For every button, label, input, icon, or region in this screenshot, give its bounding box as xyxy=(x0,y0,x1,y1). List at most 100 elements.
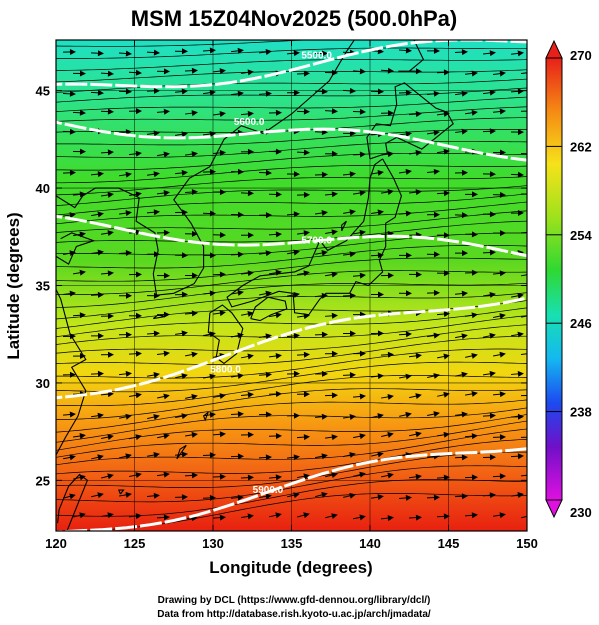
wind-arrow xyxy=(296,70,310,77)
wind-arrow xyxy=(352,151,366,158)
wind-arrow xyxy=(157,151,170,158)
wind-arrow xyxy=(454,212,468,219)
wind-arrow xyxy=(343,452,356,458)
wind-arrow xyxy=(156,514,170,521)
streamline xyxy=(56,96,527,113)
wind-arrow xyxy=(90,249,104,256)
wind-arrow xyxy=(174,88,188,95)
wind-arrow xyxy=(287,492,300,499)
wind-arrow xyxy=(342,372,356,378)
coastline-segment xyxy=(398,40,425,72)
height-contours: 5900.0 5800.0 5700.0 5600.0 5500.0 xyxy=(56,40,527,531)
wind-arrow xyxy=(408,68,422,75)
wind-arrow xyxy=(268,231,282,238)
wind-arrow xyxy=(371,413,384,420)
contour-line xyxy=(56,214,527,258)
wind-arrow xyxy=(72,148,86,155)
y-tick-label: 40 xyxy=(36,181,50,196)
wind-arrow xyxy=(454,49,468,56)
wind-arrow xyxy=(370,373,384,380)
wind-arrow xyxy=(324,434,338,441)
wind-arrow xyxy=(482,128,496,135)
wind-arrow xyxy=(483,291,496,298)
wind-arrow xyxy=(184,272,198,279)
wind-arrow xyxy=(398,290,412,297)
wind-arrow xyxy=(426,168,440,175)
wind-arrow xyxy=(62,411,76,418)
wind-arrow xyxy=(241,310,254,317)
wind-arrow xyxy=(147,414,160,420)
wind-arrow xyxy=(437,431,450,438)
coastline-segment xyxy=(341,220,347,232)
wind-arrow xyxy=(286,171,300,178)
wind-arrow xyxy=(184,110,198,117)
coastline-segment xyxy=(56,232,96,265)
wind-arrow xyxy=(492,108,506,115)
wind-arrow xyxy=(128,513,142,520)
wind-arrow xyxy=(72,312,86,319)
wind-arrow xyxy=(343,414,356,420)
wind-arrow xyxy=(174,252,188,259)
streamline xyxy=(56,193,527,216)
wind-arrow xyxy=(353,514,366,521)
wind-arrow xyxy=(492,149,506,156)
wind-arrow xyxy=(62,290,76,297)
streamline xyxy=(56,307,527,338)
wind-arrow xyxy=(398,47,412,54)
x-tick-label: 130 xyxy=(202,536,224,551)
wind-arrow xyxy=(370,252,384,259)
wind-arrow xyxy=(297,512,310,519)
wind-arrow xyxy=(455,371,468,378)
wind-arrow xyxy=(128,271,142,278)
wind-arrow xyxy=(352,393,366,400)
wind-arrow xyxy=(230,168,244,175)
wind-arrow xyxy=(268,474,282,481)
streamline xyxy=(56,324,527,354)
credit-data: Data from http://database.rish.kyoto-u.a… xyxy=(157,609,431,620)
y-axis-ticks: 25 30 35 40 45 xyxy=(36,84,527,488)
wind-arrow xyxy=(315,453,328,460)
wind-arrow xyxy=(296,149,310,156)
wind-arrow xyxy=(381,393,394,400)
streamline xyxy=(56,335,527,365)
y-axis-title: Latitude (degrees) xyxy=(4,212,23,359)
wind-arrow xyxy=(147,171,160,178)
wind-arrow xyxy=(314,50,328,57)
streamline xyxy=(56,129,527,146)
wind-arrow xyxy=(241,353,254,360)
contour-label: 5700.0 xyxy=(301,236,332,247)
wind-arrow xyxy=(464,474,478,481)
wind-arrow xyxy=(146,49,160,56)
wind-arrow xyxy=(399,373,412,380)
wind-arrow xyxy=(325,271,338,278)
wind-arrow xyxy=(213,111,226,117)
wind-arrow xyxy=(157,433,170,440)
wind-arrow xyxy=(352,68,366,75)
wind-arrow xyxy=(258,371,272,378)
wind-arrow xyxy=(146,492,160,499)
wind-arrow xyxy=(101,434,114,441)
streamline xyxy=(56,245,527,269)
wind-arrow xyxy=(482,492,496,499)
chart-title: MSM 15Z04Nov2025 (500.0hPa) xyxy=(131,6,458,31)
x-tick-label: 150 xyxy=(516,536,538,551)
wind-arrow xyxy=(482,454,496,461)
streamline xyxy=(56,152,527,171)
wind-arrow xyxy=(268,353,282,359)
wind-arrow xyxy=(324,350,338,357)
wind-arrow xyxy=(427,129,440,136)
wind-arrow xyxy=(427,411,440,418)
wind-arrow xyxy=(398,494,412,501)
wind-arrow xyxy=(492,270,506,277)
wind-arrow xyxy=(157,393,170,400)
contour-line xyxy=(56,447,527,531)
wind-arrow xyxy=(380,515,394,522)
contour-label: 5600.0 xyxy=(234,117,265,128)
wind-arrow xyxy=(146,130,160,137)
wind-arrow xyxy=(408,111,422,117)
wind-arrow xyxy=(454,493,468,500)
wind-arrow xyxy=(352,108,366,115)
streamline xyxy=(56,78,527,93)
wind-arrow xyxy=(100,149,114,156)
wind-arrow xyxy=(100,270,114,277)
